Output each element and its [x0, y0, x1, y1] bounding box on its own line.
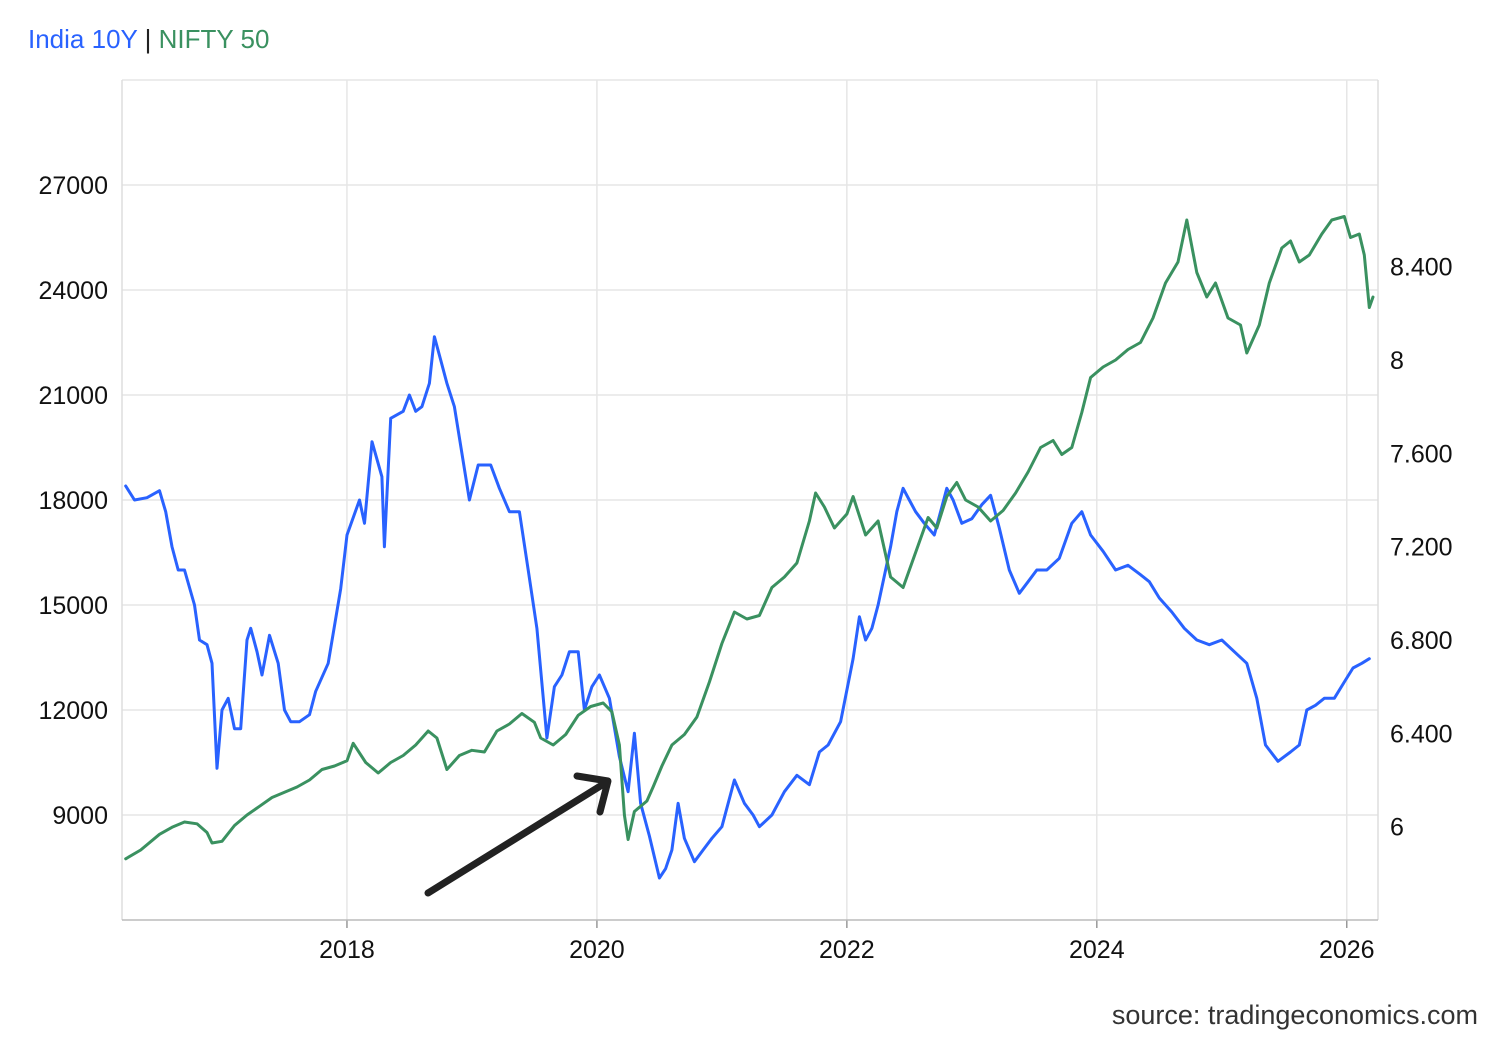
- axes-frame: [121, 80, 1379, 921]
- series-layer: [124, 215, 1375, 880]
- right-tick-label: 8.400: [1390, 254, 1453, 282]
- horizontal-gridlines: [122, 79, 1378, 816]
- series-line-india-10y[interactable]: [124, 335, 1371, 880]
- annotation-arrow-head: [573, 772, 612, 816]
- x-tick-label: 2018: [319, 936, 375, 964]
- right-tick-label: 7.200: [1390, 534, 1453, 562]
- legend-separator: |: [144, 24, 152, 54]
- series-line-nifty-50[interactable]: [124, 215, 1375, 861]
- right-tick-label: 6: [1390, 814, 1404, 842]
- left-tick-label: 27000: [38, 172, 108, 200]
- x-tick-label: 2026: [1319, 936, 1375, 964]
- annotation-layer: [424, 772, 612, 897]
- right-tick-label: 6.800: [1390, 627, 1453, 655]
- right-tick-label: 8: [1390, 347, 1404, 375]
- left-tick-label: 21000: [38, 382, 108, 410]
- vertical-gridlines: [346, 80, 1348, 928]
- annotation-arrow-shaft: [424, 781, 606, 897]
- x-tick-label: 2022: [819, 936, 875, 964]
- right-tick-label: 6.400: [1390, 720, 1453, 748]
- source-credit[interactable]: source: tradingeconomics.com: [1111, 1000, 1478, 1030]
- left-axis-tick-labels: 9000 12000 15000 18000 21000 24000 27000: [38, 172, 108, 830]
- legend-nifty-50[interactable]: NIFTY 50: [158, 24, 270, 54]
- left-tick-label: 24000: [38, 277, 108, 305]
- left-tick-label: 12000: [38, 697, 108, 725]
- chart-legend: India 10Y | NIFTY 50: [28, 24, 269, 55]
- left-tick-label: 15000: [38, 592, 108, 620]
- legend-india-10y[interactable]: India 10Y: [28, 24, 138, 54]
- dual-axis-line-chart: 9000 12000 15000 18000 21000 24000 27000 6 6.40…: [38, 79, 1453, 964]
- right-axis-tick-labels: 6 6.400 6.800 7.200 7.600 8 8.400: [1390, 254, 1453, 842]
- x-tick-label: 2024: [1069, 936, 1125, 964]
- x-axis-tick-labels: 2018 2020 2022 2024 2026: [319, 936, 1374, 964]
- left-tick-label: 18000: [38, 487, 108, 515]
- x-tick-label: 2020: [569, 936, 625, 964]
- left-tick-label: 9000: [52, 802, 108, 830]
- right-tick-label: 7.600: [1390, 440, 1453, 468]
